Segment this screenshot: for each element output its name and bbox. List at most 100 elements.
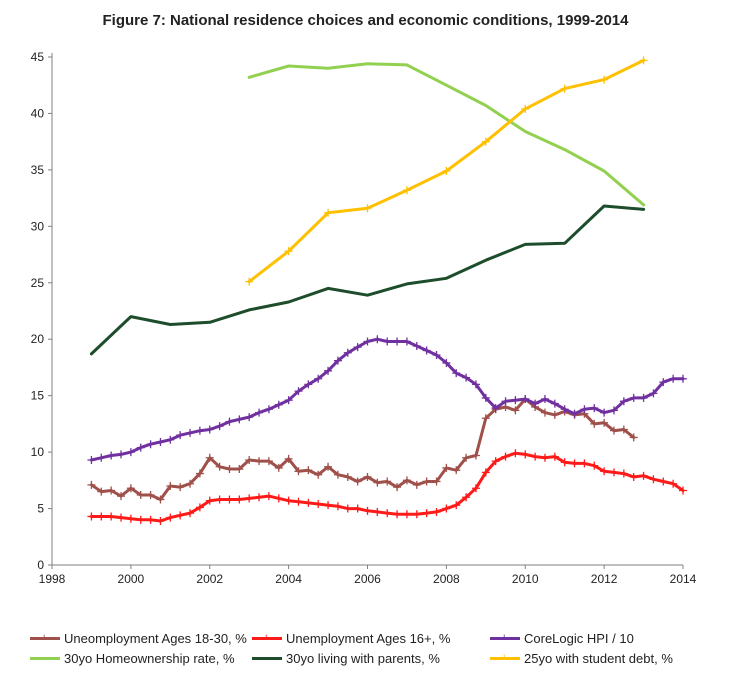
data-point xyxy=(284,496,293,505)
y-tick-label: 40 xyxy=(31,106,45,120)
data-point xyxy=(471,380,480,389)
data-point xyxy=(442,358,451,367)
data-point xyxy=(402,476,411,485)
legend-marker: + xyxy=(263,631,270,644)
data-point xyxy=(550,399,559,408)
data-point xyxy=(97,487,106,496)
data-point xyxy=(629,393,638,402)
data-point xyxy=(126,514,135,523)
data-point xyxy=(195,503,204,512)
y-tick-label: 35 xyxy=(31,163,45,177)
data-point xyxy=(215,422,224,431)
data-point xyxy=(383,477,392,486)
series-line xyxy=(247,62,646,207)
data-point xyxy=(531,399,540,408)
data-point xyxy=(669,374,678,383)
data-point xyxy=(225,417,234,426)
legend-label: Unemployment Ages 16+, % xyxy=(286,630,451,646)
data-point xyxy=(491,404,500,413)
data-point xyxy=(176,431,185,440)
data-point xyxy=(97,512,106,521)
data-point xyxy=(600,467,609,476)
data-point xyxy=(294,387,303,396)
legend-marker: + xyxy=(501,651,508,664)
data-point xyxy=(442,167,451,176)
data-point xyxy=(166,435,175,444)
x-tick-label: 2004 xyxy=(275,572,302,586)
data-point xyxy=(136,515,145,524)
data-point xyxy=(432,477,441,486)
data-point xyxy=(126,448,135,457)
data-point xyxy=(274,400,283,409)
data-point xyxy=(639,56,648,65)
data-point xyxy=(550,452,559,461)
data-point xyxy=(314,470,323,479)
data-point xyxy=(580,405,589,414)
data-point xyxy=(166,513,175,522)
data-point xyxy=(97,453,106,462)
x-tick-label: 1998 xyxy=(39,572,66,586)
data-point xyxy=(452,369,461,378)
y-tick-label: 25 xyxy=(31,276,45,290)
data-point xyxy=(491,457,500,466)
legend: + Uneomployment Ages 18-30, % + Unemploymen… xyxy=(30,628,720,668)
data-point xyxy=(176,511,185,520)
legend-swatch: + xyxy=(252,632,282,643)
data-point xyxy=(560,458,569,467)
data-point xyxy=(195,469,204,478)
data-point xyxy=(609,406,618,415)
series-1 xyxy=(87,395,638,504)
data-point xyxy=(146,515,155,524)
data-point xyxy=(107,512,116,521)
data-point xyxy=(452,466,461,475)
data-point xyxy=(255,493,264,502)
data-point xyxy=(501,397,510,406)
data-point xyxy=(353,504,362,513)
legend-row: 30yo Homeownership rate, % 30yo living wi… xyxy=(30,648,720,668)
data-point xyxy=(373,478,382,487)
data-point xyxy=(156,495,165,504)
data-point xyxy=(117,492,126,501)
data-point xyxy=(609,468,618,477)
data-point xyxy=(511,406,520,415)
data-point xyxy=(333,502,342,511)
data-point xyxy=(471,484,480,493)
data-point xyxy=(107,451,116,460)
data-point xyxy=(412,341,421,350)
data-point xyxy=(669,479,678,488)
legend-item: +25yo with student debt, % xyxy=(490,651,710,666)
data-point xyxy=(156,437,165,446)
data-point xyxy=(126,484,135,493)
data-point xyxy=(550,410,559,419)
data-point xyxy=(314,374,323,383)
data-point xyxy=(649,389,658,398)
data-point xyxy=(600,418,609,427)
data-point xyxy=(481,468,490,477)
data-point xyxy=(422,477,431,486)
axes: 0 5 10 15 20 25 30 35 40 45 1998 2000 2002 2004 2006 20… xyxy=(31,50,697,586)
legend-label: 30yo living with parents, % xyxy=(286,650,440,666)
x-tick-label: 2012 xyxy=(591,572,618,586)
series-3 xyxy=(87,335,687,465)
data-point xyxy=(432,507,441,516)
series-4 xyxy=(247,62,646,207)
data-point xyxy=(600,408,609,417)
data-point xyxy=(570,459,579,468)
data-point xyxy=(264,492,273,501)
legend-item: + CoreLogic HPI / 10 xyxy=(490,631,710,646)
data-point xyxy=(225,465,234,474)
data-point xyxy=(363,204,372,213)
data-point xyxy=(136,491,145,500)
x-tick-label: 2000 xyxy=(118,572,145,586)
legend-swatch: + xyxy=(490,652,520,663)
data-point xyxy=(619,425,628,434)
data-point xyxy=(245,494,254,503)
legend-label: 25yo with student debt, % xyxy=(524,650,673,666)
data-point xyxy=(570,409,579,418)
data-point xyxy=(679,374,687,383)
data-point xyxy=(393,510,402,519)
data-point xyxy=(363,472,372,481)
series-line xyxy=(89,397,636,501)
series-line xyxy=(89,204,646,356)
